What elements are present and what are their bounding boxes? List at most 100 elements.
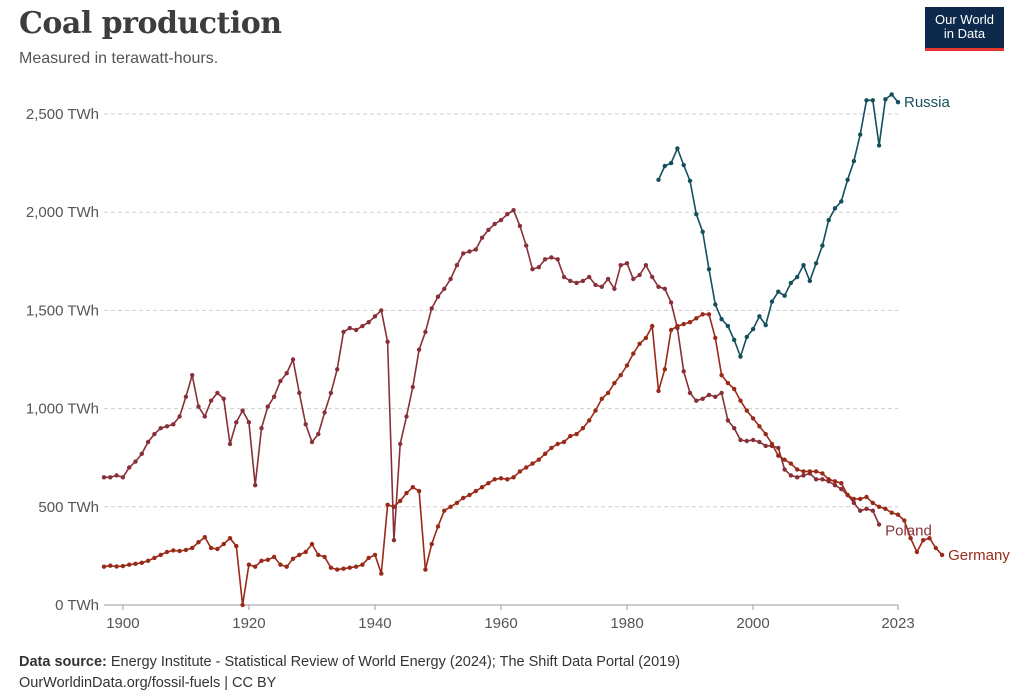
data-point [782,467,787,472]
data-point [738,354,743,359]
data-point [404,490,409,496]
data-point [492,477,497,482]
footer-url[interactable]: OurWorldinData.org/fossil-fuels | CC BY [19,675,277,691]
data-point [120,475,126,480]
data-point [675,146,680,151]
data-point [826,477,831,482]
data-point [278,378,283,384]
data-point [234,420,239,425]
data-point [171,422,176,427]
data-point [511,475,516,480]
data-point [605,390,611,396]
data-point [776,445,781,451]
data-point [656,177,661,182]
data-point [152,555,157,561]
data-point [253,483,258,488]
data-point [139,560,144,565]
y-tick-label: 2,000 TWh [26,204,99,221]
data-point [309,541,315,547]
data-point [643,335,649,341]
data-point [732,337,737,343]
data-point [599,284,604,289]
data-point [253,564,258,569]
data-point [227,536,233,541]
data-point [114,564,119,569]
data-point [316,431,321,437]
data-point [353,327,359,333]
line-chart: 0 TWh 500 TWh 1,000 TWh 1,500 TWh 2,000 TWh 2… [26,92,1010,632]
data-point [549,445,554,451]
data-point [486,481,491,486]
data-point [895,512,901,517]
data-point [832,206,838,211]
data-point [555,441,560,447]
data-point [883,506,888,511]
data-point [656,284,661,289]
data-point [870,508,875,513]
data-point [284,564,289,569]
data-point [713,302,718,307]
data-point [234,543,239,549]
data-point [914,549,920,555]
data-point [719,390,724,396]
data-point [246,562,252,567]
data-point [385,502,390,507]
data-point [108,563,113,568]
data-point [681,369,686,374]
data-point [883,97,888,102]
series-line-poland [104,209,880,541]
data-point [687,178,693,183]
data-point [479,235,485,240]
data-point [353,564,359,569]
data-point [624,363,630,368]
data-point [732,386,737,392]
data-point [398,498,403,504]
data-point [467,249,472,254]
data-point [864,98,869,103]
data-point [650,274,655,280]
data-point [769,441,775,447]
logo-line-2: in Data [943,26,986,41]
data-point [372,314,378,319]
data-point [763,443,768,449]
data-point [542,451,548,456]
data-point [927,536,932,541]
data-point [788,280,794,286]
data-point [694,398,699,403]
data-point [190,373,195,378]
series-poland[interactable] [101,208,882,543]
data-point [921,538,926,543]
data-point [870,98,875,103]
data-point [379,308,384,313]
data-point [599,396,604,401]
data-point [202,535,207,540]
logo-line-1: Our World [935,12,994,27]
data-point [145,558,151,563]
data-point [662,163,667,169]
data-point [574,280,579,286]
data-point [668,300,674,305]
data-point [561,274,567,280]
data-point [681,162,686,168]
data-point [870,500,875,506]
data-point [152,431,157,437]
data-point [498,217,504,223]
data-point [309,439,315,445]
data-point [637,272,642,278]
data-point [908,536,913,541]
data-point [177,414,182,419]
data-point [259,558,264,563]
footer: Data source: Energy Institute - Statisti… [19,652,680,694]
series-russia[interactable] [656,92,901,360]
data-point [183,394,189,399]
data-point [486,227,491,233]
series-germany[interactable] [101,312,945,608]
data-point [360,323,365,329]
data-point [876,143,882,148]
y-tick-label: 1,500 TWh [26,302,99,319]
data-point [845,177,850,182]
owid-logo[interactable]: Our World in Data [925,7,1004,51]
data-point [240,408,245,413]
data-point [530,267,535,272]
data-point [725,418,731,423]
